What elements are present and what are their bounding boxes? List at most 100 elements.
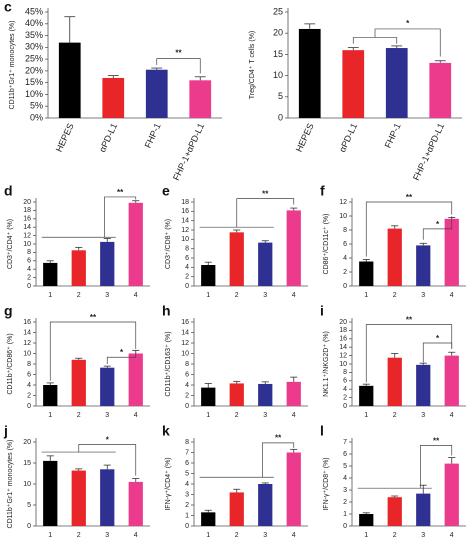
y-tick-label: 15 bbox=[23, 460, 31, 467]
x-tick-label: 2 bbox=[235, 532, 239, 539]
significance-label: ** bbox=[406, 193, 413, 202]
x-tick-label: 4 bbox=[134, 292, 138, 299]
panel-label: j bbox=[3, 423, 8, 439]
significance-bracket bbox=[374, 28, 441, 57]
significance-bracket bbox=[365, 201, 453, 257]
significance-bracket bbox=[104, 196, 137, 238]
y-axis-label: CD11b⁺/CD163⁺ (%) bbox=[165, 331, 172, 396]
y-tick-label: 5 bbox=[278, 91, 283, 101]
bar bbox=[201, 265, 216, 286]
y-tick-label: 10 bbox=[23, 350, 31, 357]
x-tick-label: 3 bbox=[263, 532, 267, 539]
significance-bracket bbox=[156, 58, 201, 74]
y-tick-label: 2 bbox=[343, 269, 347, 276]
significance-label: * bbox=[436, 220, 440, 229]
panel-label: k bbox=[162, 423, 170, 439]
bar bbox=[387, 228, 402, 286]
y-tick-label: 45% bbox=[25, 6, 43, 16]
y-tick-label: 4 bbox=[27, 382, 31, 389]
y-tick-label: 14 bbox=[23, 224, 31, 231]
y-tick-label: 7 bbox=[185, 449, 189, 456]
bar bbox=[286, 210, 301, 286]
y-tick-label: 8 bbox=[185, 439, 189, 446]
x-tick-label: 4 bbox=[292, 532, 296, 539]
significance-label: * bbox=[436, 334, 440, 343]
y-tick-label: 6 bbox=[185, 371, 189, 378]
bar bbox=[145, 69, 168, 118]
y-tick-label: 3 bbox=[343, 487, 347, 494]
bar bbox=[201, 512, 216, 526]
y-tick-label: 12 bbox=[23, 232, 31, 239]
bar bbox=[258, 484, 273, 526]
y-tick-label: 6 bbox=[27, 371, 31, 378]
panel-label: d bbox=[4, 183, 13, 199]
y-tick-label: 14 bbox=[181, 329, 189, 336]
x-tick-label: 1 bbox=[364, 532, 368, 539]
bar bbox=[201, 387, 216, 406]
y-tick-label: 18 bbox=[339, 327, 347, 334]
panel-label: c bbox=[4, 0, 12, 15]
x-tick-label: αPD-L1 bbox=[97, 122, 119, 154]
x-tick-label: 1 bbox=[48, 412, 52, 419]
significance-label: ** bbox=[433, 436, 440, 445]
significance-bracket bbox=[236, 198, 295, 228]
y-tick-label: 15% bbox=[25, 77, 43, 87]
x-tick-label: FHP-1 bbox=[143, 122, 163, 150]
bar bbox=[43, 460, 58, 526]
bar bbox=[342, 50, 365, 118]
y-tick-label: 18 bbox=[181, 199, 189, 206]
bar bbox=[444, 218, 459, 286]
x-tick-label: 3 bbox=[421, 292, 425, 299]
y-tick-label: 2 bbox=[185, 392, 189, 399]
y-tick-label: 14 bbox=[339, 344, 347, 351]
bar bbox=[100, 469, 115, 526]
bar bbox=[71, 470, 86, 526]
bar bbox=[429, 62, 452, 118]
x-tick-label: HEPES bbox=[54, 122, 76, 154]
y-tick-label: 0 bbox=[185, 283, 189, 290]
x-tick-label: 3 bbox=[263, 412, 267, 419]
x-tick-label: 3 bbox=[263, 292, 267, 299]
y-tick-label: 12 bbox=[339, 199, 347, 206]
y-tick-label: 10 bbox=[181, 236, 189, 243]
x-tick-label: 4 bbox=[450, 412, 454, 419]
significance-bracket bbox=[78, 444, 137, 476]
bar bbox=[286, 381, 301, 406]
y-axis-label: CD11b⁺Gr1⁺ monocytes (%) bbox=[7, 440, 14, 529]
x-tick-label: 4 bbox=[134, 532, 138, 539]
y-tick-label: 16 bbox=[23, 216, 31, 223]
y-tick-label: 1 bbox=[185, 512, 189, 519]
significance-label: ** bbox=[275, 434, 282, 443]
significance-bracket bbox=[420, 445, 453, 489]
y-tick-label: 2 bbox=[343, 499, 347, 506]
y-tick-label: 3 bbox=[185, 491, 189, 498]
y-tick-label: 10 bbox=[23, 481, 31, 488]
y-tick-label: 16 bbox=[339, 336, 347, 343]
bar bbox=[444, 463, 459, 526]
y-tick-label: 10 bbox=[23, 241, 31, 248]
x-tick-label: 1 bbox=[206, 532, 210, 539]
significance-bracket bbox=[106, 350, 137, 364]
bar bbox=[229, 232, 244, 286]
y-tick-label: 18 bbox=[23, 207, 31, 214]
y-tick-label: 5 bbox=[27, 502, 31, 509]
y-axis-label: IFN-γ⁺/CD8⁺ (%) bbox=[323, 457, 330, 510]
panel-label: e bbox=[162, 183, 170, 199]
x-tick-label: 1 bbox=[364, 292, 368, 299]
bar bbox=[385, 48, 408, 118]
significance-bracket bbox=[262, 442, 295, 478]
bar bbox=[444, 355, 459, 406]
y-tick-label: 2 bbox=[343, 394, 347, 401]
y-tick-label: 0 bbox=[185, 403, 189, 410]
x-tick-label: 2 bbox=[77, 412, 81, 419]
bar bbox=[359, 385, 374, 406]
y-tick-label: 8 bbox=[343, 227, 347, 234]
y-tick-label: 8 bbox=[27, 361, 31, 368]
significance-bracket bbox=[365, 324, 453, 383]
y-tick-label: 40% bbox=[25, 18, 43, 28]
y-tick-label: 8 bbox=[185, 246, 189, 253]
bar bbox=[416, 364, 431, 406]
y-tick-label: 0 bbox=[343, 523, 347, 530]
y-tick-label: 2 bbox=[185, 502, 189, 509]
panel-label: f bbox=[320, 183, 325, 199]
